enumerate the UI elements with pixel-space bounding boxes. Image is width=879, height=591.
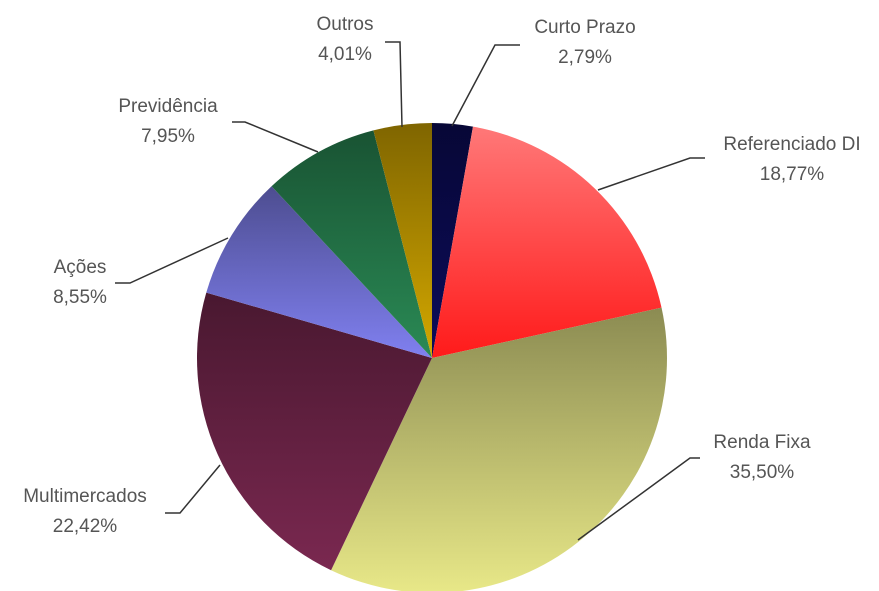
leader-line [232,121,319,153]
pie-slice [432,123,473,358]
pie-slice [373,123,432,358]
pie-slice [432,126,662,359]
leader-line [165,464,221,514]
pie-slice [271,130,432,358]
slice-value-label: 22,42% [53,516,118,537]
pie-slice [206,186,432,358]
slice-label: Renda Fixa [713,432,811,453]
slice-label: Ações [54,257,107,278]
slice-label: Referenciado DI [723,134,860,155]
slice-value-label: 8,55% [53,287,107,308]
slice-label: Curto Prazo [534,17,635,38]
slice-value-label: 18,77% [760,164,825,185]
pie-slice [331,307,667,591]
pie-slice [197,292,432,571]
slice-label: Previdência [118,96,218,117]
leader-line [115,237,229,284]
slice-value-label: 2,79% [558,47,612,68]
slice-value-label: 35,50% [730,462,795,483]
slice-label: Outros [316,14,373,35]
leader-line [597,157,705,191]
leader-line [577,457,700,541]
leader-line [385,41,403,128]
slice-value-label: 7,95% [141,126,195,147]
leader-line [451,44,520,127]
slice-label: Multimercados [23,486,147,507]
slice-value-label: 4,01% [318,44,372,65]
